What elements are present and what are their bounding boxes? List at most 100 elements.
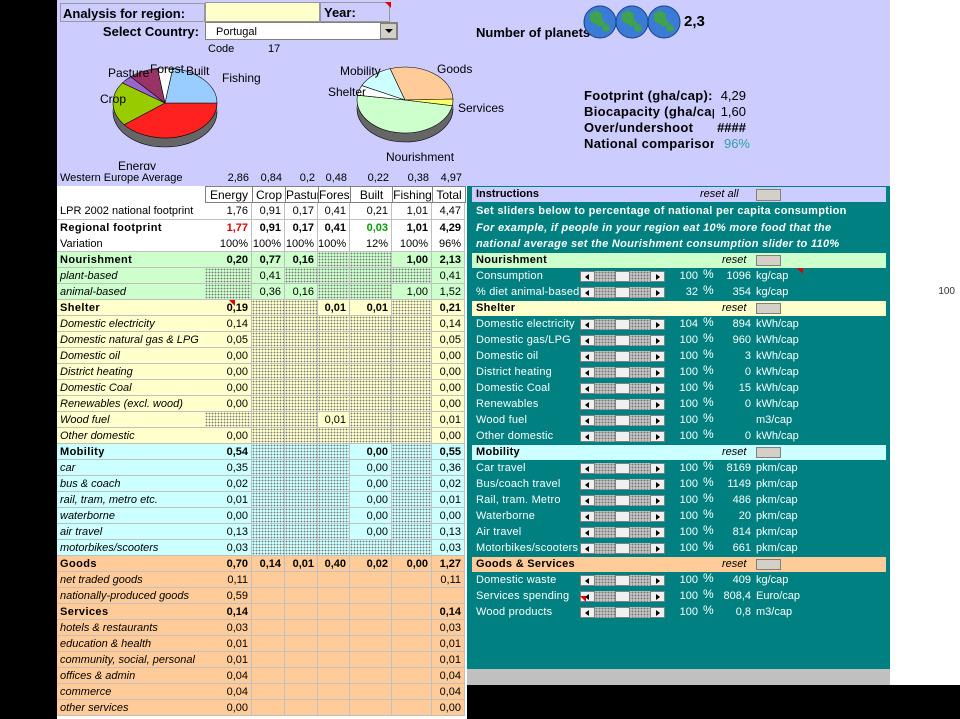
table-cell: 0,00 <box>432 348 465 364</box>
slider-thumb[interactable] <box>615 415 630 426</box>
slider-percent: 100 <box>679 478 698 490</box>
slider-thumb[interactable] <box>615 607 630 618</box>
table-cell: 0,03 <box>432 540 465 556</box>
table-cell: 0,55 <box>432 444 465 460</box>
hatched-cell <box>318 284 350 300</box>
pie-label: Goods <box>437 62 472 76</box>
hatched-cell <box>285 332 318 348</box>
table-cell: 0,00 <box>205 428 252 444</box>
empty-cell <box>252 572 285 588</box>
hatched-cell <box>318 476 350 492</box>
row-label: Domestic natural gas & LPG <box>57 332 205 348</box>
slider-unit: pkm/cap <box>756 494 798 506</box>
empty-cell <box>392 572 432 588</box>
instructions-row <box>472 187 886 202</box>
slider-thumb[interactable] <box>615 591 630 602</box>
hatched-cell <box>318 316 350 332</box>
globe-land <box>653 11 674 32</box>
slider-percent: 100 <box>679 430 698 442</box>
reset-all-button[interactable] <box>756 189 781 201</box>
stray-value: 100 <box>938 286 955 297</box>
reset-all: reset all <box>700 188 739 200</box>
hatched-cell <box>285 364 318 380</box>
slider-thumb[interactable] <box>615 527 630 538</box>
country-select[interactable]: Portugal <box>205 22 398 40</box>
hatched-cell <box>252 428 285 444</box>
average-cell: 0,2 <box>299 172 315 184</box>
empty-cell <box>350 668 392 684</box>
table-cell: 0,01 <box>432 492 465 508</box>
percent-sign: % <box>703 331 714 345</box>
table-cell: 0,16 <box>285 284 318 300</box>
slider-thumb[interactable] <box>615 575 630 586</box>
table-cell: 0,41 <box>318 220 350 237</box>
table-cell: 0,59 <box>205 588 252 604</box>
hatched-cell <box>318 252 350 268</box>
table-cell: 0,14 <box>205 604 252 620</box>
table-cell: 0,00 <box>432 396 465 412</box>
table-cell: 0,14 <box>205 316 252 332</box>
empty-cell <box>285 588 318 604</box>
pie-slice <box>356 94 453 134</box>
slider-thumb[interactable] <box>615 431 630 442</box>
table-cell: 1,01 <box>392 203 432 220</box>
slider-thumb[interactable] <box>615 543 630 554</box>
empty-cell <box>350 572 392 588</box>
hatched-cell <box>350 348 392 364</box>
slider-thumb[interactable] <box>615 367 630 378</box>
reset-button[interactable] <box>756 303 781 314</box>
row-label: offices & admin <box>57 668 205 684</box>
slider-percent: 100 <box>679 542 698 554</box>
slider-thumb[interactable] <box>615 479 630 490</box>
hatched-cell <box>318 460 350 476</box>
slider-left-glyph <box>585 466 589 472</box>
table-cell: 0,01 <box>205 652 252 668</box>
empty-cell <box>318 684 350 700</box>
section-reset: reset <box>722 558 747 570</box>
slider-left-glyph <box>585 594 589 600</box>
section-reset: reset <box>722 254 747 266</box>
slider-thumb[interactable] <box>615 495 630 506</box>
slider-thumb[interactable] <box>615 383 630 394</box>
header-label-cell <box>57 186 205 203</box>
hatched-cell <box>318 332 350 348</box>
slider-thumb[interactable] <box>615 287 630 298</box>
slider-thumb[interactable] <box>615 351 630 362</box>
table-cell: 0,11 <box>432 572 465 588</box>
reset-button[interactable] <box>756 559 781 570</box>
slider-thumb[interactable] <box>615 511 630 522</box>
table-cell: 0,00 <box>432 380 465 396</box>
row-label: Shelter <box>57 300 205 316</box>
empty-cell <box>318 668 350 684</box>
pie-label: Forest <box>150 62 185 76</box>
table-cell: 0,13 <box>432 524 465 540</box>
hatched-cell <box>350 252 392 268</box>
row-label: Wood fuel <box>57 412 205 428</box>
pie-label: Pasture <box>108 66 150 80</box>
slider-label: % diet animal-based <box>476 286 580 298</box>
reset-button[interactable] <box>756 447 781 458</box>
slider-unit: m3/cap <box>756 414 793 426</box>
hatched-cell <box>392 540 432 556</box>
table-cell: 0,91 <box>252 220 285 237</box>
table-cell: 0,01 <box>318 300 350 316</box>
empty-cell <box>318 652 350 668</box>
slider-thumb[interactable] <box>615 271 630 282</box>
table-cell: 0,02 <box>432 476 465 492</box>
reset-button[interactable] <box>756 255 781 266</box>
slider-right-glyph <box>656 290 660 296</box>
slider-thumb[interactable] <box>615 463 630 474</box>
slider-thumb[interactable] <box>615 335 630 346</box>
summary-label: Over/undershoot <box>584 120 694 135</box>
section-row <box>472 301 886 316</box>
percent-sign: % <box>703 523 714 537</box>
slider-thumb[interactable] <box>615 319 630 330</box>
row-label: LPR 2002 national footprint <box>57 203 205 220</box>
slider-thumb[interactable] <box>615 399 630 410</box>
slider-percent: 100 <box>679 382 698 394</box>
table-cell: 0,21 <box>350 203 392 220</box>
column-header: Crop <box>252 186 286 203</box>
slider-label: Other domestic <box>476 430 554 442</box>
hatched-cell <box>285 508 318 524</box>
table-cell: 2,13 <box>432 252 465 268</box>
